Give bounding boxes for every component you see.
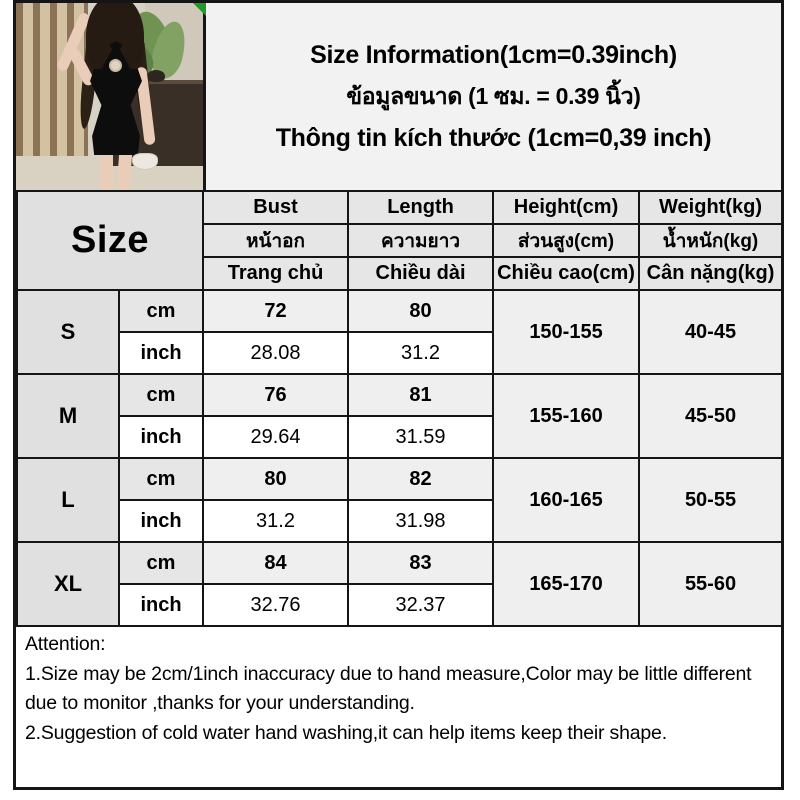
unit-label-inch: inch — [117, 583, 205, 627]
weight-range-s: 40-45 — [638, 289, 784, 375]
bust-cm-m: 76 — [202, 373, 350, 417]
height-range-xl: 165-170 — [492, 541, 641, 627]
header-row-thai: หน้าอก ความยาว ส่วนสูง(cm) น้ำหนัก(kg) — [17, 223, 784, 258]
attention-line-1: 1.Size may be 2cm/1inch inaccuracy due t… — [25, 662, 752, 715]
photo-model-leg — [100, 149, 113, 190]
size-info-title-box: Size Information(1cm=0.39inch) ข้อมูลขนา… — [206, 3, 781, 190]
size-cell-s: S — [16, 289, 120, 375]
table-row: L cm 80 82 160-165 50-55 — [16, 457, 784, 543]
length-inch-s: 31.2 — [347, 331, 495, 375]
unit-label-inch: inch — [117, 415, 205, 459]
unit-label-inch: inch — [117, 499, 205, 543]
height-range-l: 160-165 — [492, 457, 641, 543]
col-height-th: ส่วนสูง(cm) — [492, 223, 641, 258]
table-row: inch 32.76 32.37 — [17, 583, 782, 627]
bust-inch-s: 28.08 — [202, 331, 350, 375]
bust-inch-l: 31.2 — [202, 499, 350, 543]
length-cm-s: 80 — [347, 289, 495, 333]
col-height-en: Height(cm) — [492, 190, 641, 225]
attention-notes: Attention: 1.Size may be 2cm/1inch inacc… — [16, 627, 781, 749]
length-inch-m: 31.59 — [347, 415, 495, 459]
length-cm-l: 82 — [347, 457, 495, 501]
unit-label-cm: cm — [117, 373, 205, 417]
col-weight-th: น้ำหนัก(kg) — [638, 223, 784, 258]
green-corner-flag — [193, 3, 206, 16]
table-row: XL cm 84 83 165-170 55-60 — [16, 541, 784, 627]
unit-label-cm: cm — [117, 289, 205, 333]
bust-cm-s: 72 — [202, 289, 350, 333]
table-row: inch 28.08 31.2 — [17, 331, 782, 375]
bust-cm-l: 80 — [202, 457, 350, 501]
col-length-th: ความยาว — [347, 223, 495, 258]
chart-frame: Size Information(1cm=0.39inch) ข้อมูลขนา… — [13, 0, 784, 790]
length-cm-m: 81 — [347, 373, 495, 417]
col-weight-en: Weight(kg) — [638, 190, 784, 225]
size-cell-l: L — [16, 457, 120, 543]
length-inch-l: 31.98 — [347, 499, 495, 543]
size-cell-xl: XL — [16, 541, 120, 627]
col-length-en: Length — [347, 190, 495, 225]
col-height-vi: Chiều cao(cm) — [492, 256, 641, 291]
bust-inch-xl: 32.76 — [202, 583, 350, 627]
product-photo — [16, 3, 206, 190]
length-cm-xl: 83 — [347, 541, 495, 585]
photo-flower-brooch — [109, 59, 122, 72]
height-range-m: 155-160 — [492, 373, 641, 459]
header-row-english: Size Bust Length Height(cm) Weight(kg) — [15, 190, 784, 291]
col-bust-th: หน้าอก — [202, 223, 350, 258]
weight-range-m: 45-50 — [638, 373, 784, 459]
weight-range-l: 50-55 — [638, 457, 784, 543]
unit-label-inch: inch — [117, 331, 205, 375]
weight-range-xl: 55-60 — [638, 541, 784, 627]
title-english: Size Information(1cm=0.39inch) — [310, 40, 677, 69]
table-row: inch 29.64 31.59 — [17, 415, 782, 459]
unit-label-cm: cm — [117, 457, 205, 501]
photo-vase — [147, 70, 165, 82]
size-header-cell: Size — [15, 190, 205, 291]
table-row: S cm 72 80 150-155 40-45 — [16, 289, 784, 375]
title-thai: ข้อมูลขนาด (1 ซม. = 0.39 นิ้ว) — [346, 82, 641, 109]
col-bust-en: Bust — [202, 190, 350, 225]
bust-inch-m: 29.64 — [202, 415, 350, 459]
bust-cm-xl: 84 — [202, 541, 350, 585]
table-row: inch 31.2 31.98 — [17, 499, 782, 543]
col-weight-vi: Cân nặng(kg) — [638, 256, 784, 291]
col-bust-vi: Trang chủ — [202, 256, 350, 291]
top-row: Size Information(1cm=0.39inch) ข้อมูลขนา… — [16, 3, 781, 190]
length-inch-xl: 32.37 — [347, 583, 495, 627]
header-row-vietnamese: Trang chủ Chiều dài Chiều cao(cm) Cân nặ… — [17, 256, 784, 291]
size-table: Size Bust Length Height(cm) Weight(kg) ห… — [15, 190, 784, 627]
photo-handbag — [132, 153, 158, 170]
unit-label-cm: cm — [117, 541, 205, 585]
table-row: M cm 76 81 155-160 45-50 — [16, 373, 784, 459]
size-cell-m: M — [16, 373, 120, 459]
attention-line-2: 2.Suggestion of cold water hand washing,… — [25, 721, 667, 744]
col-length-vi: Chiều dài — [347, 256, 495, 291]
title-vietnamese: Thông tin kích thước (1cm=0,39 inch) — [275, 123, 712, 152]
attention-title: Attention: — [25, 633, 106, 655]
height-range-s: 150-155 — [492, 289, 641, 375]
